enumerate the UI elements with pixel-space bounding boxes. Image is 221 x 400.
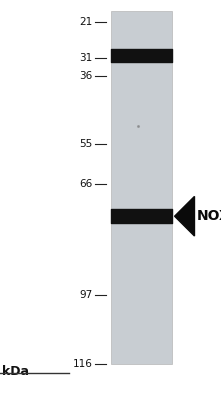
Text: 31: 31 [80, 53, 93, 63]
Text: 66: 66 [80, 179, 93, 189]
Polygon shape [175, 196, 194, 236]
Bar [110, 11, 172, 364]
Text: 36: 36 [80, 71, 93, 81]
Text: 55: 55 [80, 139, 93, 149]
Text: NOX4: NOX4 [197, 209, 221, 223]
Text: 97: 97 [80, 290, 93, 300]
Text: 21: 21 [80, 17, 93, 27]
Text: kDa: kDa [2, 365, 29, 378]
Text: 116: 116 [73, 359, 93, 369]
